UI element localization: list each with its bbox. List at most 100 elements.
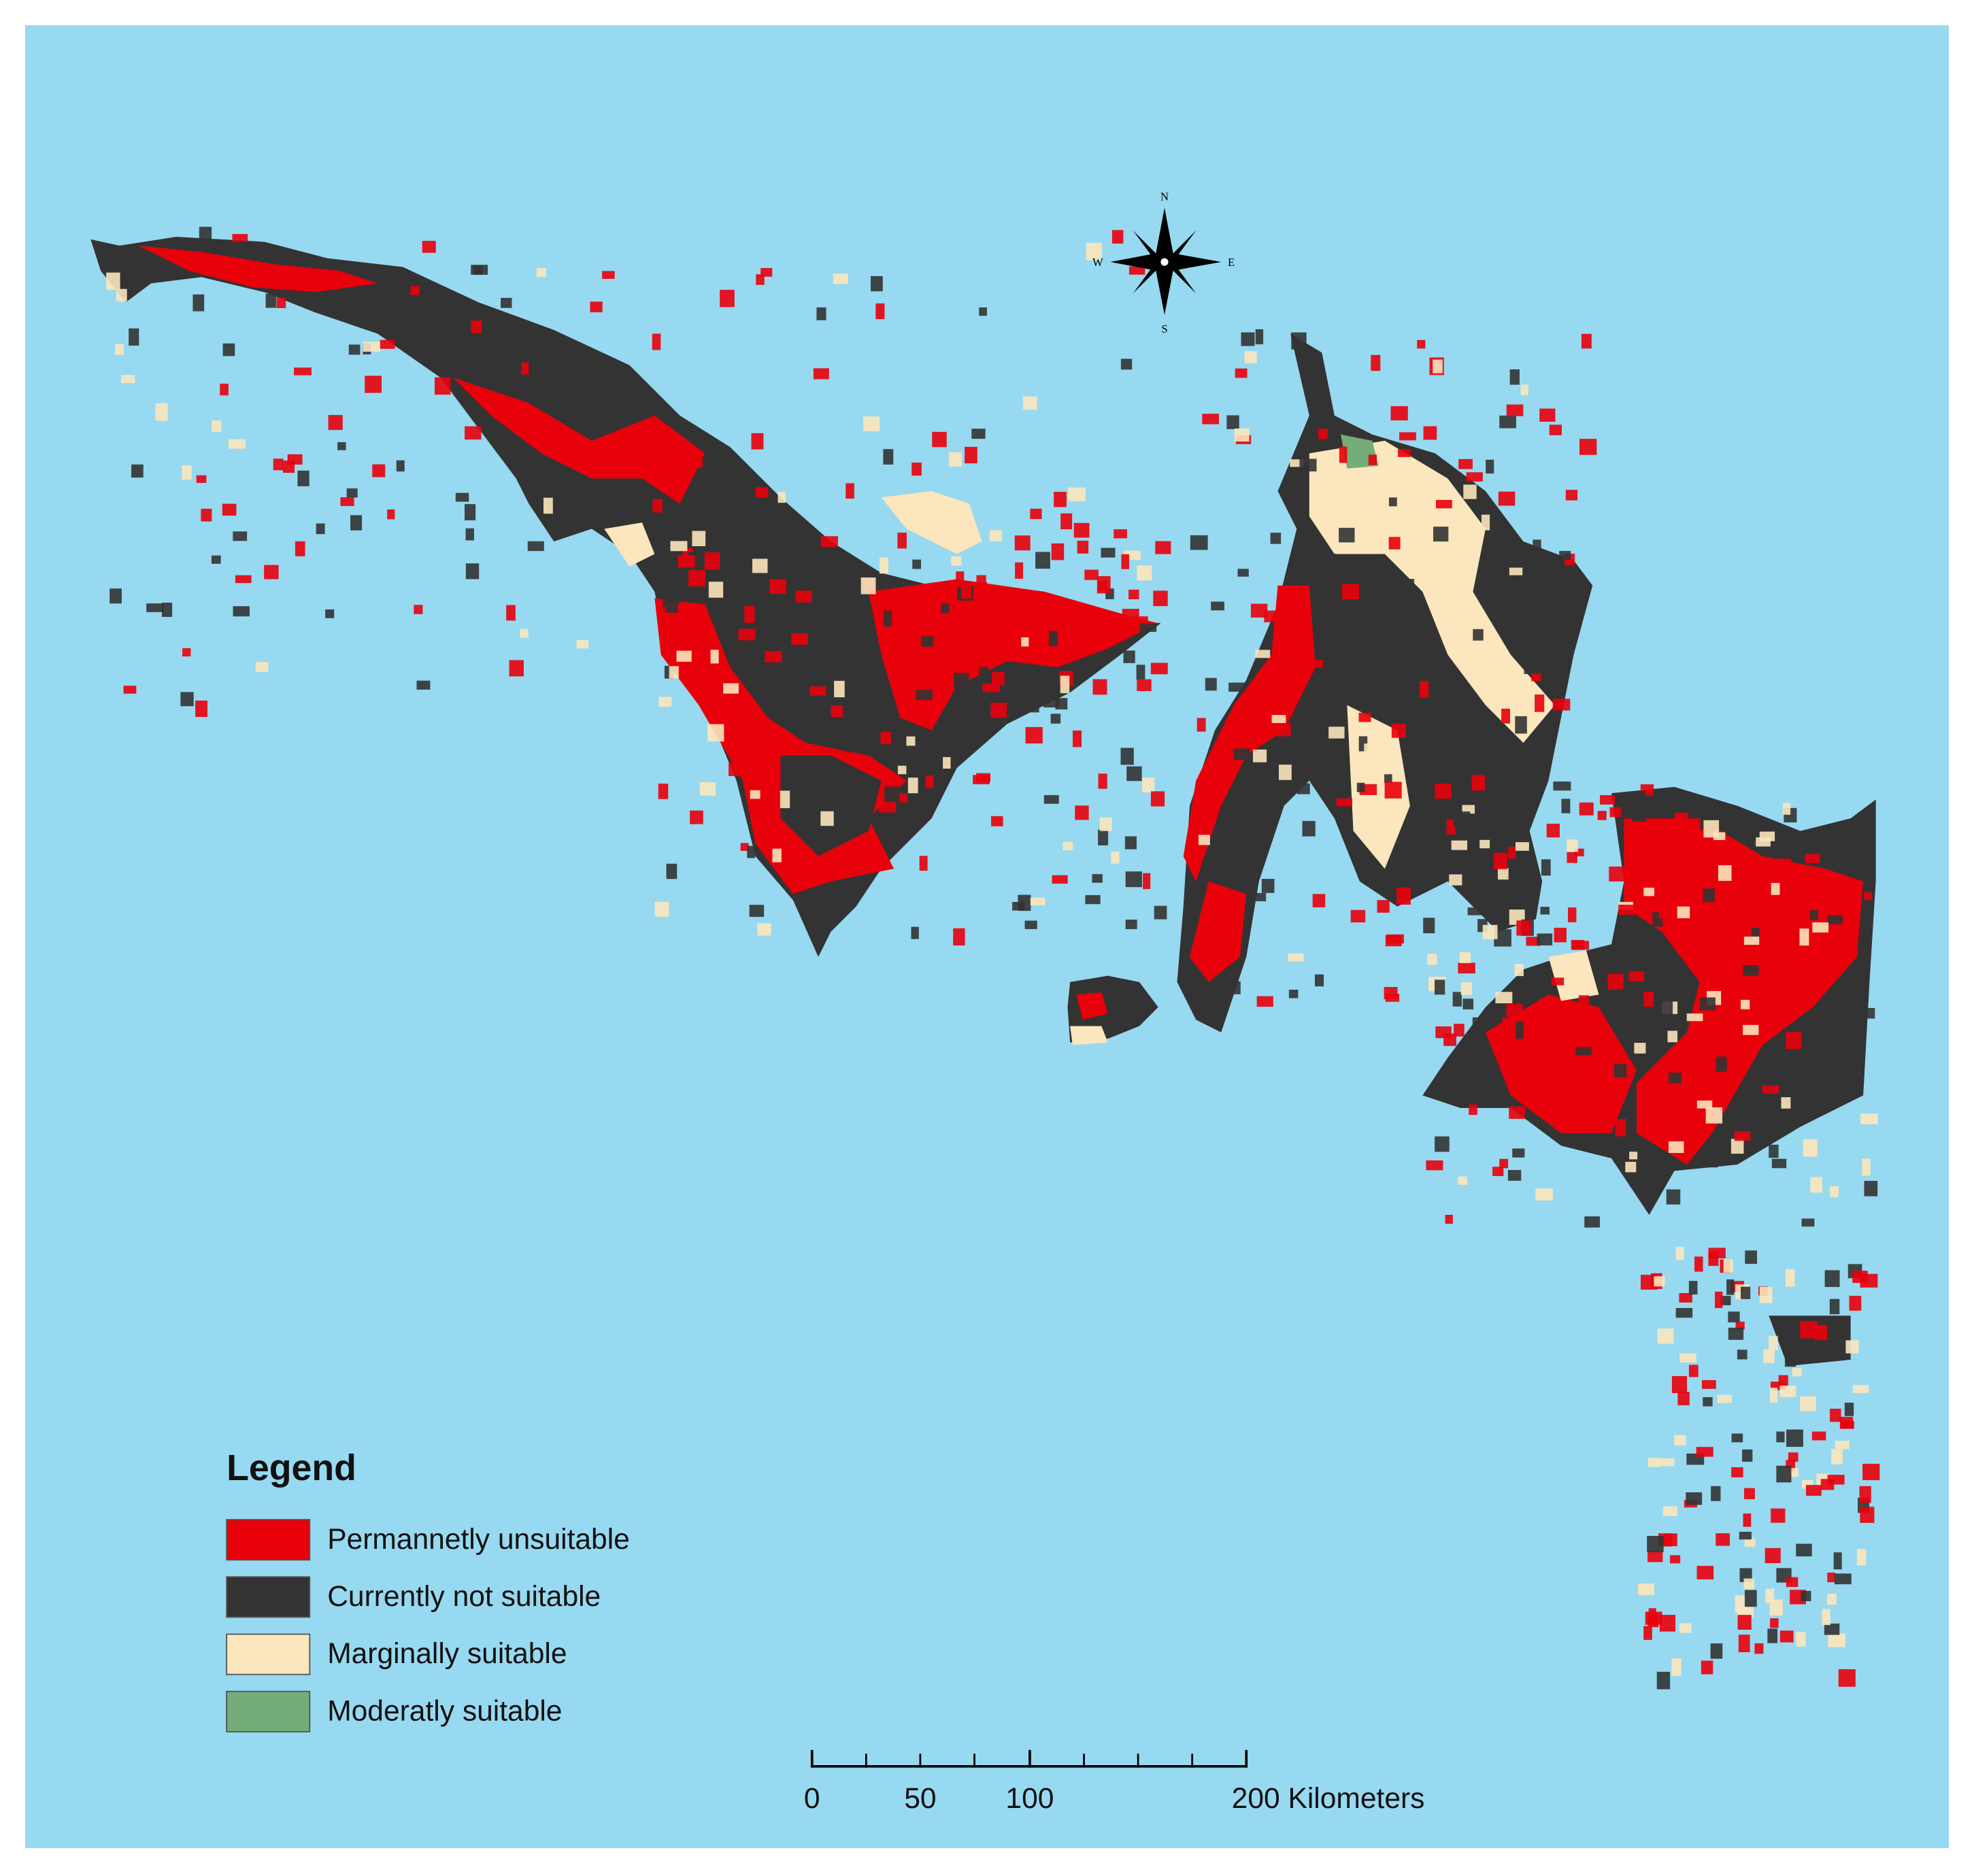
- land-pixel: [1796, 1543, 1812, 1557]
- land-pixel: [1060, 675, 1070, 694]
- land-pixel: [1072, 730, 1082, 748]
- land-pixel: [1077, 540, 1089, 554]
- land-pixel: [1452, 992, 1462, 1007]
- land-pixel: [1674, 1435, 1686, 1446]
- land-pixel: [1443, 1033, 1456, 1046]
- land-pixel: [1111, 230, 1124, 244]
- land-pixel: [670, 541, 688, 552]
- land-pixel: [1810, 1089, 1821, 1105]
- land-pixel: [879, 801, 897, 813]
- land-pixel: [1137, 565, 1152, 581]
- land-pixel: [1767, 1628, 1778, 1643]
- land-pixel: [1708, 1247, 1726, 1258]
- land-pixel: [839, 613, 850, 625]
- land-pixel: [1754, 1643, 1764, 1654]
- land-pixel: [520, 629, 529, 638]
- scale-label: 0: [804, 1782, 820, 1815]
- land-pixel: [131, 464, 144, 478]
- land-pixel: [576, 639, 589, 649]
- land-pixel: [979, 307, 987, 316]
- legend-label: Permannetly unsuitable: [327, 1523, 630, 1556]
- land-pixel: [1458, 1176, 1468, 1185]
- land-pixel: [114, 344, 124, 355]
- land-pixel: [1486, 459, 1494, 474]
- land-pixel: [1694, 1256, 1703, 1272]
- legend-swatch: [226, 1576, 311, 1618]
- land-pixel: [1788, 1452, 1799, 1462]
- land-pixel: [948, 452, 962, 467]
- land-pixel: [1540, 907, 1550, 915]
- land-pixel: [658, 697, 672, 707]
- land-pixel: [465, 337, 481, 350]
- land-pixel: [1469, 1104, 1477, 1116]
- land-pixel: [1318, 429, 1328, 439]
- land-pixel: [768, 663, 778, 671]
- land-pixel: [1515, 716, 1527, 734]
- land-pixel: [1726, 1279, 1735, 1295]
- land-pixel: [1384, 782, 1402, 799]
- land-pixel: [1319, 549, 1328, 565]
- land-pixel: [875, 303, 885, 320]
- land-pixel: [1467, 907, 1484, 916]
- land-pixel: [372, 464, 386, 478]
- land-pixel: [328, 415, 343, 431]
- land-pixel: [1643, 888, 1655, 897]
- land-pixel: [527, 541, 544, 552]
- land-pixel: [693, 460, 703, 468]
- land-pixel: [1502, 1018, 1513, 1035]
- land-pixel: [707, 724, 724, 742]
- land-pixel: [1865, 1007, 1875, 1019]
- land-pixel: [1554, 927, 1567, 943]
- land-pixel: [976, 575, 986, 584]
- land-pixel: [1533, 539, 1541, 554]
- land-pixel: [676, 650, 692, 662]
- land-pixel: [1030, 897, 1045, 905]
- land-pixel: [731, 734, 739, 746]
- land-pixel: [1700, 997, 1716, 1011]
- land-pixel: [989, 530, 1003, 541]
- land-pixel: [1775, 858, 1792, 867]
- land-area: [138, 246, 378, 292]
- land-pixel: [414, 605, 423, 614]
- land-pixel: [688, 570, 705, 587]
- land-pixel: [1063, 841, 1073, 851]
- land-pixel: [1784, 1356, 1796, 1367]
- land-pixel: [1205, 677, 1217, 691]
- land-pixel: [973, 775, 990, 785]
- land-pixel: [738, 703, 748, 712]
- land-pixel: [1701, 1380, 1716, 1389]
- compass: N E S W: [1092, 190, 1235, 335]
- land-pixel: [1364, 743, 1374, 754]
- land-pixel: [590, 301, 603, 313]
- land-pixel: [1509, 369, 1520, 385]
- land-pixel: [751, 433, 764, 450]
- land-pixel: [1799, 928, 1809, 946]
- land-pixel: [1670, 1555, 1681, 1564]
- land-pixel: [501, 297, 512, 308]
- land-pixel: [1643, 991, 1654, 1007]
- land-area: [1624, 818, 1864, 1165]
- land-pixel: [1833, 1552, 1842, 1570]
- land-pixel: [669, 624, 685, 633]
- land-pixel: [652, 499, 663, 513]
- land-pixel: [1068, 487, 1086, 502]
- land-pixel: [1632, 791, 1646, 804]
- land-pixel: [756, 487, 769, 498]
- compass-label: N: [1160, 190, 1169, 203]
- land-pixel: [1763, 822, 1777, 831]
- land-pixel: [1675, 812, 1689, 823]
- land-pixel: [1573, 941, 1590, 950]
- land-pixel: [1399, 579, 1415, 596]
- land-pixel: [943, 757, 951, 769]
- land-pixel: [123, 686, 137, 694]
- land-pixel: [1085, 894, 1101, 905]
- land-pixel: [752, 558, 768, 573]
- land-pixel: [1731, 858, 1747, 871]
- land-pixel: [1423, 426, 1437, 440]
- land-pixel: [1579, 802, 1594, 816]
- land-pixel: [1097, 576, 1111, 594]
- land-pixel: [255, 662, 269, 673]
- land-pixel: [915, 743, 931, 758]
- land-pixel: [654, 901, 669, 918]
- legend-swatch: [226, 1690, 311, 1732]
